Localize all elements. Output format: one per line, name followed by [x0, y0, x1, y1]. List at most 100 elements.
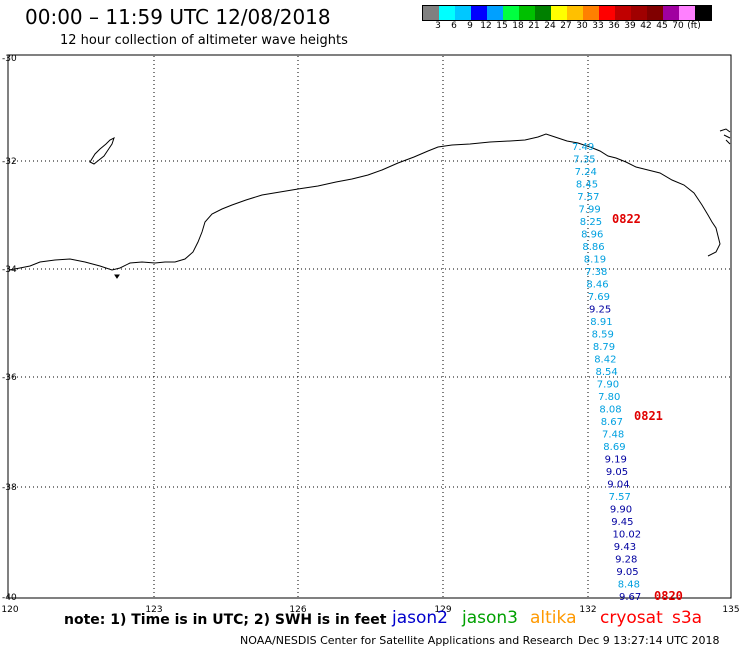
color-swatch: [695, 6, 711, 20]
credit-text: NOAA/NESDIS Center for Satellite Applica…: [240, 634, 574, 647]
wave-height-value: 8.67: [601, 417, 623, 428]
wave-height-value: 8.45: [576, 180, 598, 191]
wave-height-value: 7.49: [572, 142, 594, 153]
color-swatch: [567, 6, 583, 20]
wave-height-value: 8.46: [586, 280, 608, 291]
time-label: 0822: [612, 212, 641, 226]
lon-label: 120: [1, 605, 18, 615]
color-swatch: [439, 6, 455, 20]
wave-height-value: 8.86: [582, 242, 604, 253]
lon-label: 135: [722, 605, 739, 615]
wave-height-value: 8.42: [594, 355, 616, 366]
color-scale-label: 45: [656, 21, 668, 31]
color-scale-label: 15: [496, 21, 508, 31]
color-swatch: [599, 6, 615, 20]
wave-height-value: 9.67: [619, 592, 641, 603]
wave-height-value: 7.38: [585, 267, 607, 278]
color-swatch: [535, 6, 551, 20]
wave-height-value: 8.69: [603, 442, 625, 453]
wave-height-value: 8.96: [581, 230, 603, 241]
page-title: 00:00 – 11:59 UTC 12/08/2018: [25, 5, 331, 29]
lat-label: -40: [2, 593, 17, 603]
wave-height-value: 9.25: [589, 305, 611, 316]
wave-height-value: 7.35: [573, 155, 595, 166]
island-small: [114, 274, 120, 279]
color-swatch: [583, 6, 599, 20]
wave-height-value: 9.28: [615, 555, 637, 566]
wave-height-value: 8.48: [618, 580, 640, 591]
color-scale-label: 24: [544, 21, 556, 31]
time-label: 0820: [654, 589, 683, 603]
wave-height-value: 9.45: [611, 517, 633, 528]
color-scale-label: 6: [451, 21, 457, 31]
color-swatch: [551, 6, 567, 20]
wave-height-value: 7.48: [602, 430, 624, 441]
color-scale-label: (ft): [687, 21, 701, 31]
lat-label: -32: [2, 157, 17, 167]
color-scale-label: 21: [528, 21, 540, 31]
color-swatch: [615, 6, 631, 20]
grid-lines: [9, 56, 730, 597]
lon-label: 123: [145, 605, 162, 615]
wave-height-value: 10.02: [613, 530, 642, 541]
lon-label: 132: [579, 605, 596, 615]
color-scale-label: 36: [608, 21, 620, 31]
color-swatch: [423, 6, 439, 20]
map-frame: [7, 54, 732, 599]
legend-jason2: jason2: [392, 608, 448, 628]
coastline-cape: [719, 128, 731, 145]
wave-height-value: 7.57: [609, 492, 631, 503]
time-labels: 0822 0821 0820: [612, 212, 683, 603]
latitude-labels: -30 -32 -34 -36 -38 -40: [2, 54, 17, 603]
note-text: note: 1) Time is in UTC; 2) SWH is in fe…: [64, 612, 387, 628]
legend-jason3: jason3: [462, 608, 518, 628]
color-swatch: [663, 6, 679, 20]
color-swatch: [679, 6, 695, 20]
wave-height-value: 8.59: [592, 330, 614, 341]
wave-height-value: 8.08: [599, 405, 621, 416]
color-scale-label: 27: [560, 21, 572, 31]
color-scale-label: 3: [435, 21, 441, 31]
wave-height-value: 8.54: [596, 367, 618, 378]
wave-height-value: 9.05: [606, 467, 628, 478]
color-swatch: [487, 6, 503, 20]
wave-height-value: 8.91: [590, 317, 612, 328]
lon-label: 129: [434, 605, 451, 615]
wave-height-value: 7.80: [598, 392, 620, 403]
color-scale-label: 42: [640, 21, 652, 31]
color-scale-label: 39: [624, 21, 636, 31]
color-scale-label: 18: [512, 21, 524, 31]
wave-height-value: 7.90: [597, 380, 619, 391]
wave-height-value: 9.05: [616, 567, 638, 578]
lat-label: -38: [2, 483, 17, 493]
color-scale-label: 33: [592, 21, 604, 31]
wave-height-value: 8.19: [584, 255, 606, 266]
color-swatch: [455, 6, 471, 20]
wave-height-value: 9.90: [610, 505, 632, 516]
wave-height-value: 9.43: [614, 542, 636, 553]
lat-label: -30: [2, 54, 17, 64]
color-swatch: [471, 6, 487, 20]
color-scale-bar: [422, 5, 712, 21]
time-label: 0821: [634, 409, 663, 423]
color-swatch: [631, 6, 647, 20]
color-scale-label: 30: [576, 21, 588, 31]
wave-height-value: 7.69: [588, 292, 610, 303]
wave-height-value: 8.79: [593, 342, 615, 353]
timestamp: Dec 9 13:27:14 UTC 2018: [578, 634, 720, 647]
wave-height-value: 7.57: [577, 192, 599, 203]
wave-height-value: 9.19: [605, 455, 627, 466]
color-swatch: [503, 6, 519, 20]
island: [89, 137, 115, 165]
lat-label: -36: [2, 373, 17, 383]
legend-altika: altika: [530, 608, 577, 628]
wave-height-value: 8.25: [580, 217, 602, 228]
wave-height-value: 7.24: [575, 167, 597, 178]
lon-label: 126: [289, 605, 306, 615]
color-scale-label: 9: [467, 21, 473, 31]
altimeter-track: 7.497.357.248.457.577.998.258.968.868.19…: [572, 142, 641, 603]
legend-s3a: s3a: [672, 608, 703, 628]
color-scale-label: 70: [672, 21, 684, 31]
color-swatch: [519, 6, 535, 20]
